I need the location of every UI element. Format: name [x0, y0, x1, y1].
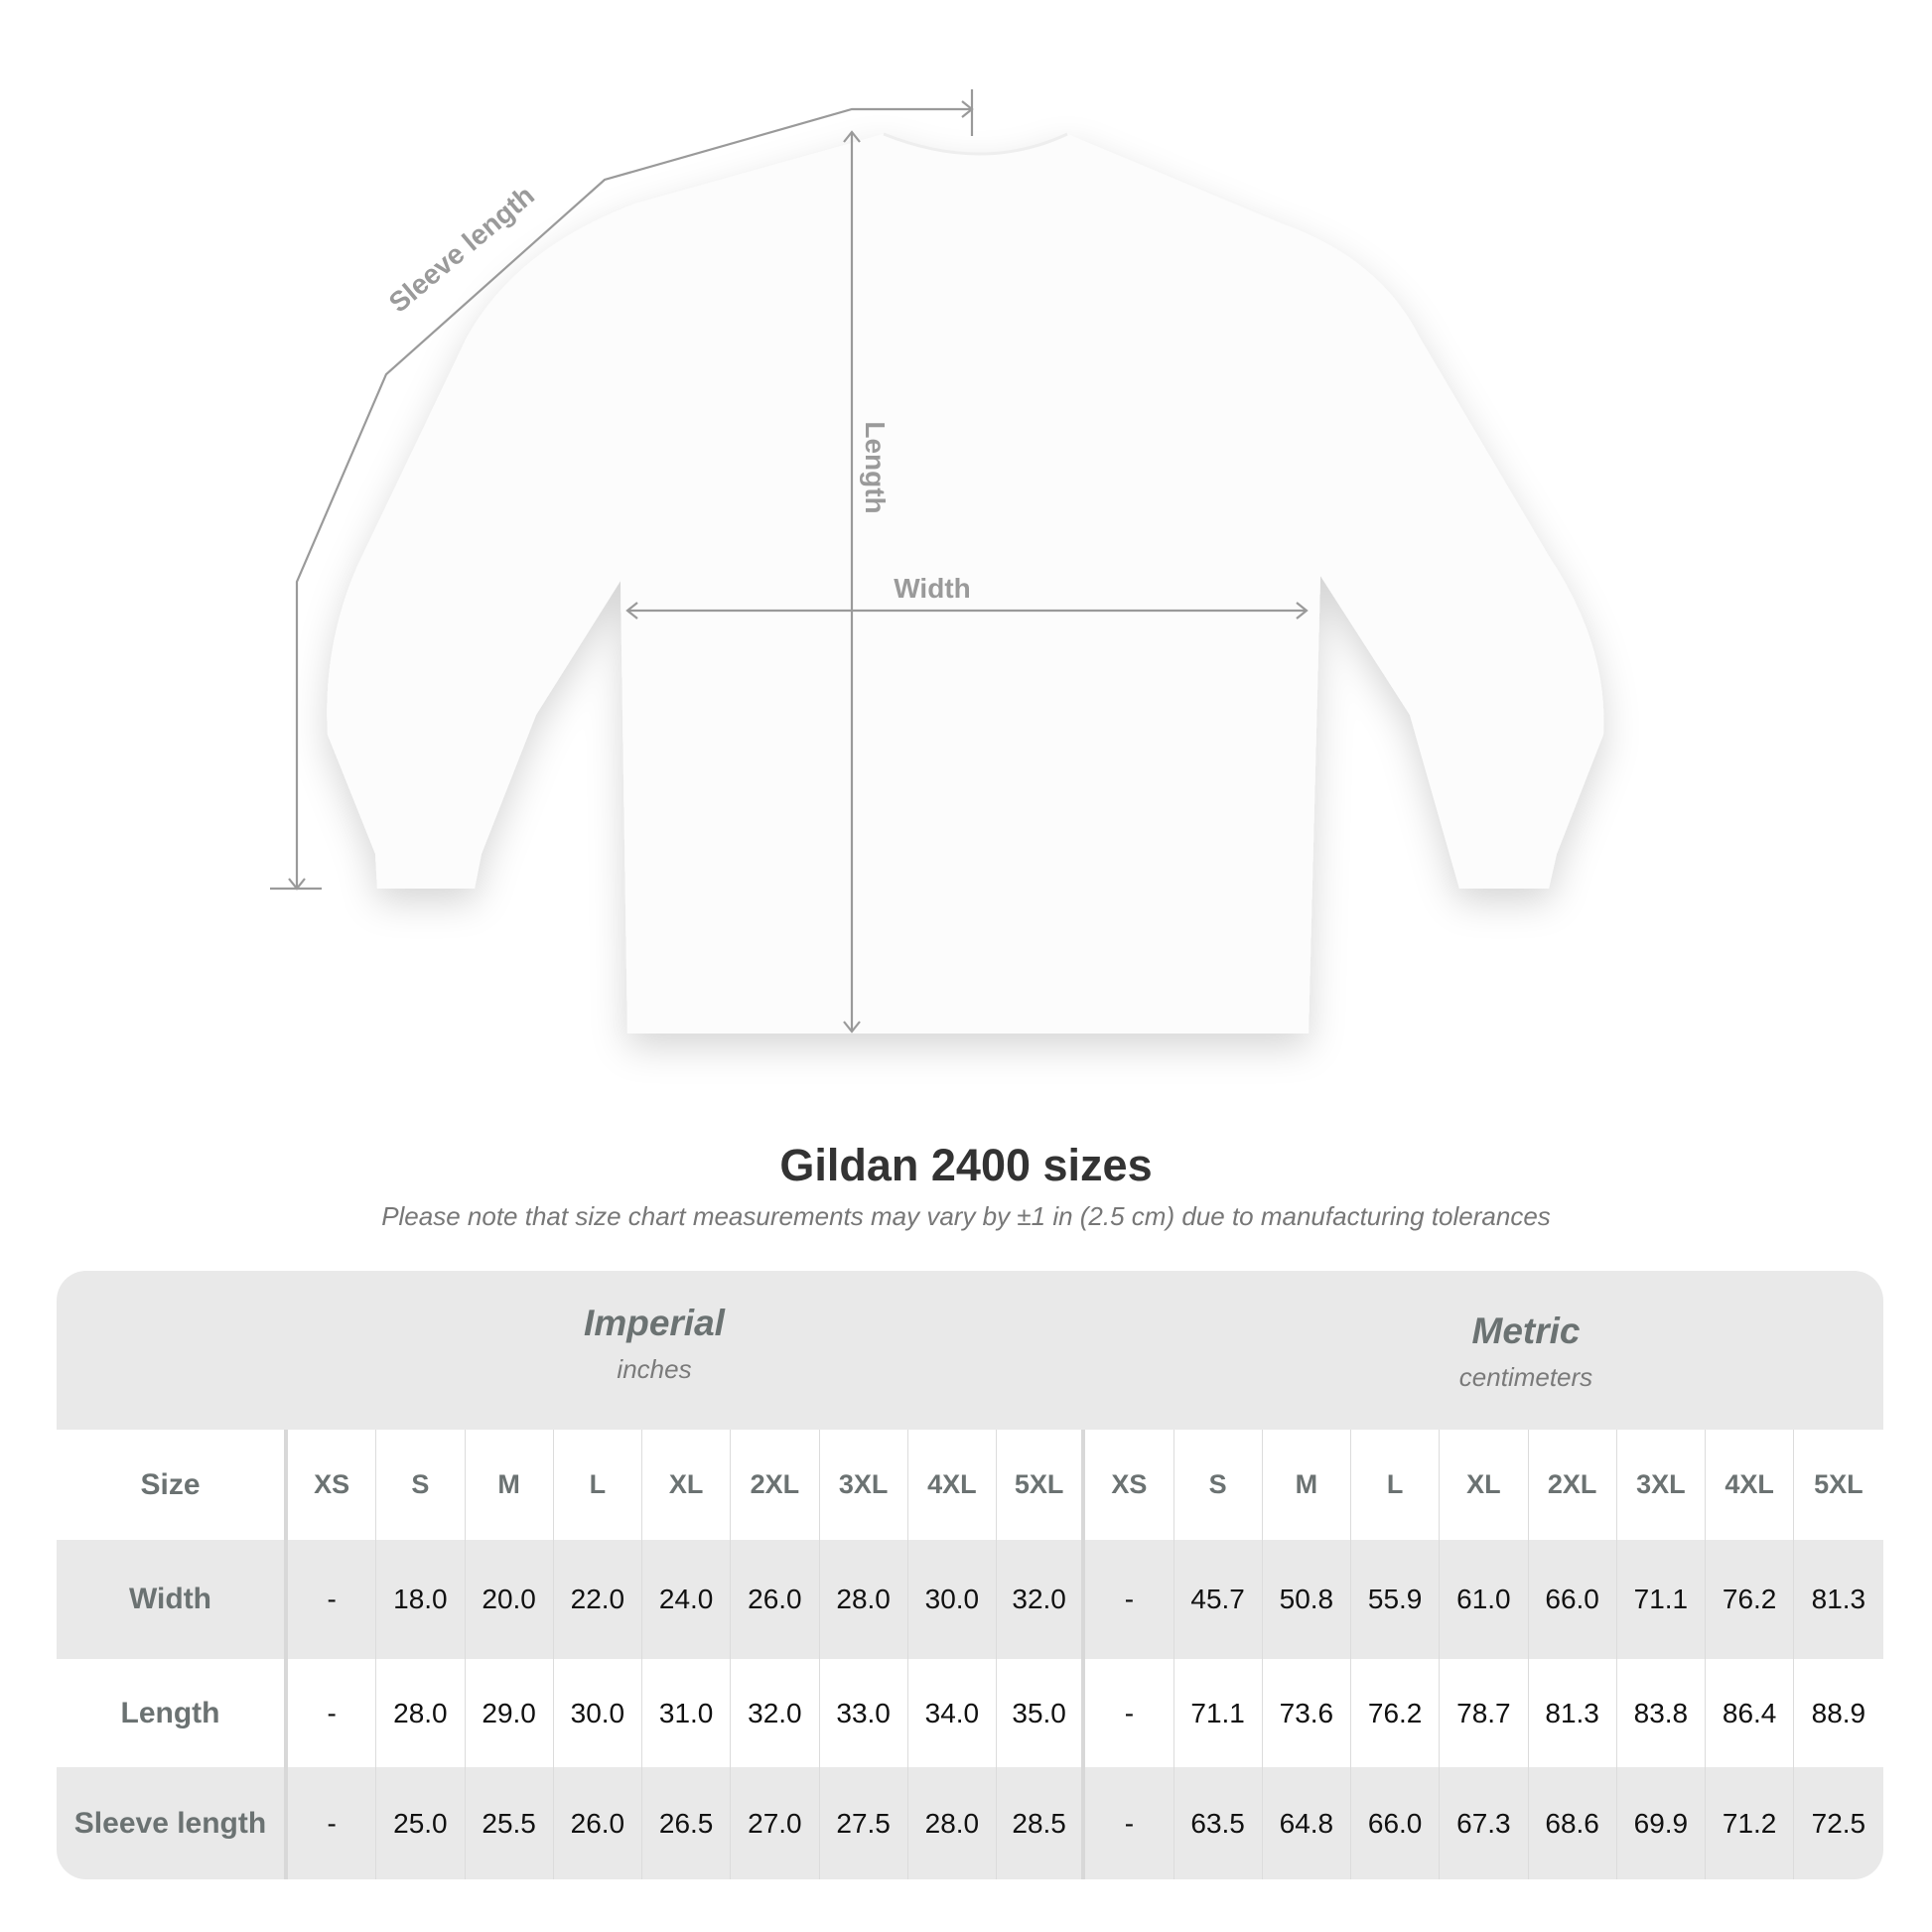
- table-row: Length -28.0 29.0 30.0 31.0 32.0 33.0 34.0 35.0-…: [57, 1659, 1883, 1767]
- cell-imperial: 33.0: [820, 1659, 908, 1767]
- cell-metric: 76.2: [1351, 1659, 1441, 1767]
- cell-imperial: -: [288, 1540, 377, 1659]
- cell-imperial: 30.0: [908, 1540, 997, 1659]
- cell-imperial: 25.0: [376, 1767, 466, 1879]
- cell-imperial: -: [288, 1767, 377, 1879]
- size-header-metric: M: [1263, 1430, 1351, 1540]
- size-header-metric: 5XL: [1814, 1469, 1863, 1499]
- row-label: Length: [57, 1659, 288, 1767]
- size-header-imperial: M: [466, 1430, 554, 1540]
- cell-imperial: 28.0: [820, 1540, 908, 1659]
- cell-metric: 71.1: [1174, 1659, 1263, 1767]
- cell-imperial: 29.0: [466, 1659, 554, 1767]
- cell-metric: 61.0: [1440, 1540, 1529, 1659]
- size-header-metric: 4XL: [1706, 1430, 1795, 1540]
- size-header-metric: L: [1351, 1430, 1441, 1540]
- imperial-header: Imperial inches: [307, 1303, 1002, 1385]
- cell-imperial: 27.0: [731, 1767, 820, 1879]
- cell-metric: 81.3: [1811, 1584, 1866, 1614]
- cell-imperial: 26.5: [642, 1767, 732, 1879]
- table-row: Width -18.0 20.0 22.0 24.0 26.0 28.0 30.0 32.0-4…: [57, 1540, 1883, 1659]
- cell-imperial: 22.0: [554, 1540, 642, 1659]
- size-label: Size: [57, 1430, 288, 1540]
- cell-imperial: 31.0: [642, 1659, 732, 1767]
- cell-imperial: 27.5: [820, 1767, 908, 1879]
- cell-metric: 68.6: [1529, 1767, 1617, 1879]
- cell-imperial: 28.0: [376, 1659, 466, 1767]
- cell-imperial: 26.0: [731, 1540, 820, 1659]
- cell-metric: 50.8: [1263, 1540, 1351, 1659]
- cell-metric: 69.9: [1617, 1767, 1706, 1879]
- size-header-imperial: 2XL: [731, 1430, 820, 1540]
- size-header-metric: S: [1174, 1430, 1263, 1540]
- unit-header: Imperial inches Metric centimeters: [57, 1271, 1883, 1430]
- cell-metric: 71.1: [1617, 1540, 1706, 1659]
- width-label: Width: [894, 573, 971, 604]
- table-row: Sleeve length -25.0 25.5 26.0 26.5 27.0 27.5 28…: [57, 1767, 1883, 1879]
- size-header-metric: XS: [1085, 1430, 1174, 1540]
- metric-unit: centimeters: [1458, 1362, 1593, 1392]
- row-label: Width: [57, 1540, 288, 1659]
- cell-metric: 71.2: [1706, 1767, 1795, 1879]
- cell-metric: 72.5: [1811, 1807, 1866, 1839]
- size-header-metric: 2XL: [1529, 1430, 1617, 1540]
- size-header-imperial: XS: [288, 1430, 377, 1540]
- row-label: Sleeve length: [57, 1767, 288, 1879]
- size-header-imperial: XL: [642, 1430, 732, 1540]
- cell-imperial: 25.5: [466, 1767, 554, 1879]
- imperial-title: Imperial: [584, 1303, 725, 1343]
- page-title: Gildan 2400 sizes: [779, 1140, 1153, 1190]
- size-header-imperial: 3XL: [820, 1430, 908, 1540]
- cell-imperial: 30.0: [554, 1659, 642, 1767]
- size-header-metric: 3XL: [1617, 1430, 1706, 1540]
- cell-imperial: 28.0: [908, 1767, 997, 1879]
- measurement-lines: [270, 89, 1309, 1034]
- cell-metric: 78.7: [1440, 1659, 1529, 1767]
- size-header-imperial: 5XL: [997, 1430, 1086, 1540]
- cell-metric: 67.3: [1440, 1767, 1529, 1879]
- cell-metric: -: [1085, 1540, 1174, 1659]
- cell-metric: 55.9: [1351, 1540, 1441, 1659]
- cell-imperial: 20.0: [466, 1540, 554, 1659]
- metric-title: Metric: [1471, 1311, 1581, 1351]
- cell-imperial: 28.5: [997, 1767, 1086, 1879]
- cell-imperial: 24.0: [642, 1540, 732, 1659]
- cell-metric: 45.7: [1174, 1540, 1263, 1659]
- length-label: Length: [860, 421, 891, 513]
- cell-metric: 88.9: [1811, 1697, 1866, 1728]
- cell-imperial: -: [288, 1659, 377, 1767]
- size-table: Imperial inches Metric centimeters Size X…: [57, 1271, 1883, 1879]
- tolerance-note: Please note that size chart measurements…: [381, 1201, 1551, 1231]
- cell-metric: 76.2: [1706, 1540, 1795, 1659]
- cell-metric: 73.6: [1263, 1659, 1351, 1767]
- cell-metric: 64.8: [1263, 1767, 1351, 1879]
- shirt-diagram: Sleeve length Length Width: [270, 89, 1604, 1034]
- cell-metric: -: [1085, 1767, 1174, 1879]
- cell-imperial: 32.0: [997, 1540, 1086, 1659]
- cell-imperial: 34.0: [908, 1659, 997, 1767]
- cell-metric: 63.5: [1174, 1767, 1263, 1879]
- long-sleeve-shirt: [327, 134, 1604, 1034]
- cell-imperial: 18.0: [376, 1540, 466, 1659]
- cell-metric: 86.4: [1706, 1659, 1795, 1767]
- size-header-imperial: L: [554, 1430, 642, 1540]
- size-header-imperial: S: [376, 1430, 466, 1540]
- size-header-row: Size XS S M L XL 2XL 3XL 4XL 5XL XS S M L XL 2XL 3XL 4XL 5…: [57, 1430, 1883, 1540]
- size-header-metric: XL: [1440, 1430, 1529, 1540]
- cell-metric: 66.0: [1351, 1767, 1441, 1879]
- cell-imperial: 35.0: [997, 1659, 1086, 1767]
- cell-metric: -: [1085, 1659, 1174, 1767]
- metric-header: Metric centimeters: [1178, 1311, 1873, 1393]
- imperial-unit: inches: [617, 1354, 692, 1384]
- cell-metric: 66.0: [1529, 1540, 1617, 1659]
- cell-imperial: 32.0: [731, 1659, 820, 1767]
- cell-metric: 81.3: [1529, 1659, 1617, 1767]
- cell-metric: 83.8: [1617, 1659, 1706, 1767]
- size-header-imperial: 4XL: [908, 1430, 997, 1540]
- cell-imperial: 26.0: [554, 1767, 642, 1879]
